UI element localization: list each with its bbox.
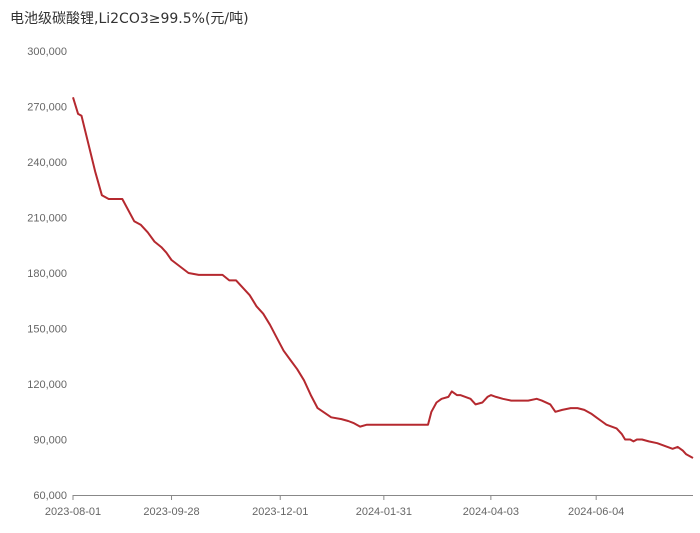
x-axis-ticks: 2023-08-01 2023-09-28 2023-12-01 2024-01-31… <box>45 506 624 518</box>
y-tick-label: 150,000 <box>27 324 67 336</box>
y-tick-label: 300,000 <box>27 46 67 58</box>
series-line-lithium-carbonate-price <box>72 97 694 459</box>
y-tick-label: 240,000 <box>27 157 67 169</box>
y-tick-label: 60,000 <box>33 490 67 502</box>
y-axis-ticks: 60,000 90,000 120,000 150,000 180,000 210,000… <box>27 46 67 502</box>
y-tick-label: 90,000 <box>33 435 67 447</box>
y-tick-label: 210,000 <box>27 213 67 225</box>
x-tick-label: 2024-01-31 <box>356 506 412 518</box>
y-tick-label: 120,000 <box>27 379 67 391</box>
x-tick-label: 2023-08-01 <box>45 506 101 518</box>
y-tick-label: 270,000 <box>27 102 67 114</box>
x-tick-label: 2023-09-28 <box>143 506 199 518</box>
x-tick-label: 2023-12-01 <box>252 506 308 518</box>
x-tick-label: 2024-06-04 <box>568 506 624 518</box>
chart-title: 电池级碳酸锂,Li2CO3≥99.5%(元/吨) <box>10 11 249 27</box>
y-tick-label: 180,000 <box>27 268 67 280</box>
x-tick-label: 2024-04-03 <box>463 506 519 518</box>
x-axis-tick-marks <box>72 495 597 500</box>
